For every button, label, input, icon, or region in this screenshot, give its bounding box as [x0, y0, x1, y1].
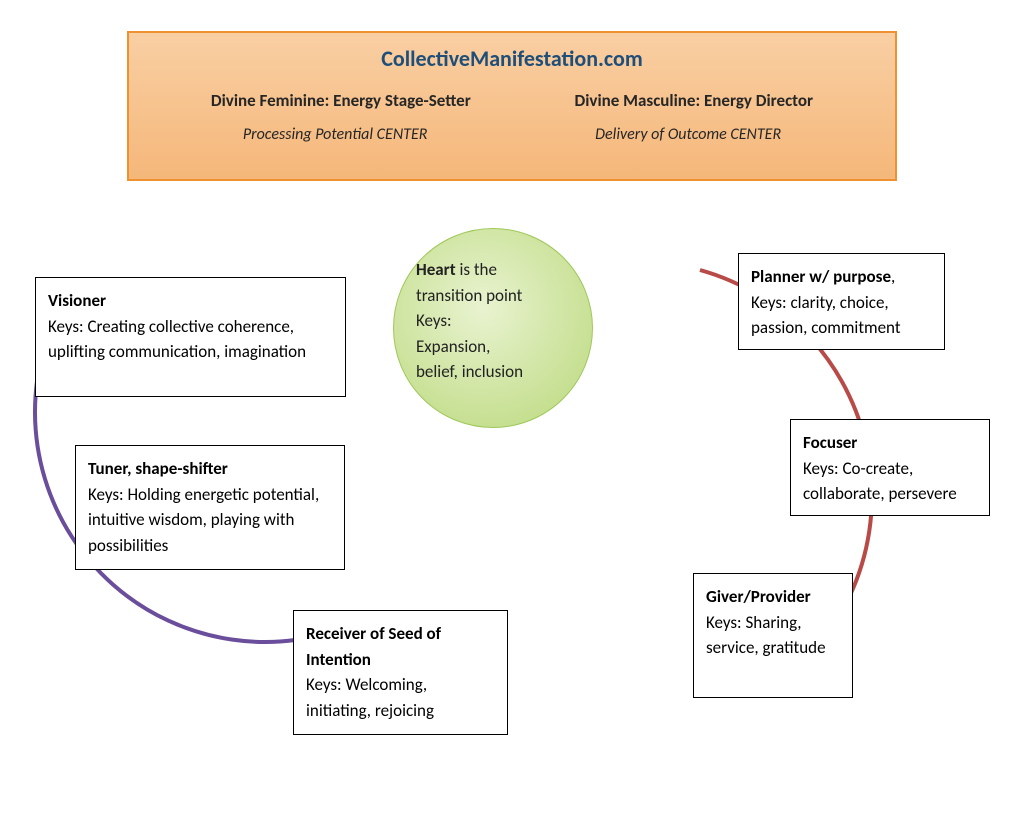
tuner-title: Tuner, shape-shifter: [88, 458, 228, 479]
header-row-1: Divine Feminine: Energy Stage-Setter Div…: [129, 90, 895, 111]
heart-circle: Heart is the transition point Keys: Expa…: [393, 228, 593, 428]
visioner-body: Keys: Creating collective coherence, upl…: [48, 314, 333, 365]
header-masculine-subtitle: Delivery of Outcome CENTER: [595, 125, 781, 144]
header-feminine-subtitle: Processing Potential CENTER: [243, 125, 428, 144]
header-row-2: Processing Potential CENTER Delivery of …: [129, 125, 895, 144]
giver-title: Giver/Provider: [706, 586, 811, 607]
planner-title: Planner w/ purpose: [751, 266, 891, 287]
heart-line-1: Heart is the: [416, 257, 570, 283]
heart-line-4: Expansion,: [416, 334, 570, 360]
focuser-box: Focuser Keys: Co-create, collaborate, pe…: [790, 419, 990, 516]
planner-title-suffix: ,: [891, 266, 895, 287]
tuner-box: Tuner, shape-shifter Keys: Holding energ…: [75, 445, 345, 570]
tuner-body: Keys: Holding energetic potential, intui…: [88, 482, 332, 559]
giver-box: Giver/Provider Keys: Sharing, service, g…: [693, 573, 853, 698]
visioner-box: Visioner Keys: Creating collective coher…: [35, 277, 346, 397]
receiver-box: Receiver of Seed of Intention Keys: Welc…: [293, 610, 508, 735]
heart-title-suffix: is the: [456, 259, 497, 280]
giver-body: Keys: Sharing, service, gratitude: [706, 610, 840, 661]
focuser-title: Focuser: [803, 432, 857, 453]
heart-line-5: belief, inclusion: [416, 359, 570, 385]
visioner-title: Visioner: [48, 290, 106, 311]
receiver-body: Keys: Welcoming, initiating, rejoicing: [306, 672, 495, 723]
receiver-title: Receiver of Seed of Intention: [306, 623, 441, 670]
header-box: CollectiveManifestation.com Divine Femin…: [127, 31, 897, 181]
heart-line-3: Keys:: [416, 308, 570, 334]
planner-body: Keys: clarity, choice, passion, commitme…: [751, 290, 932, 341]
header-title: CollectiveManifestation.com: [129, 45, 895, 72]
heart-title: Heart: [416, 259, 456, 280]
header-masculine-title: Divine Masculine: Energy Director: [575, 90, 814, 111]
planner-box: Planner w/ purpose, Keys: clarity, choic…: [738, 253, 945, 350]
header-feminine-title: Divine Feminine: Energy Stage-Setter: [211, 90, 471, 111]
heart-line-2: transition point: [416, 283, 570, 309]
focuser-body: Keys: Co-create, collaborate, persevere: [803, 456, 977, 507]
